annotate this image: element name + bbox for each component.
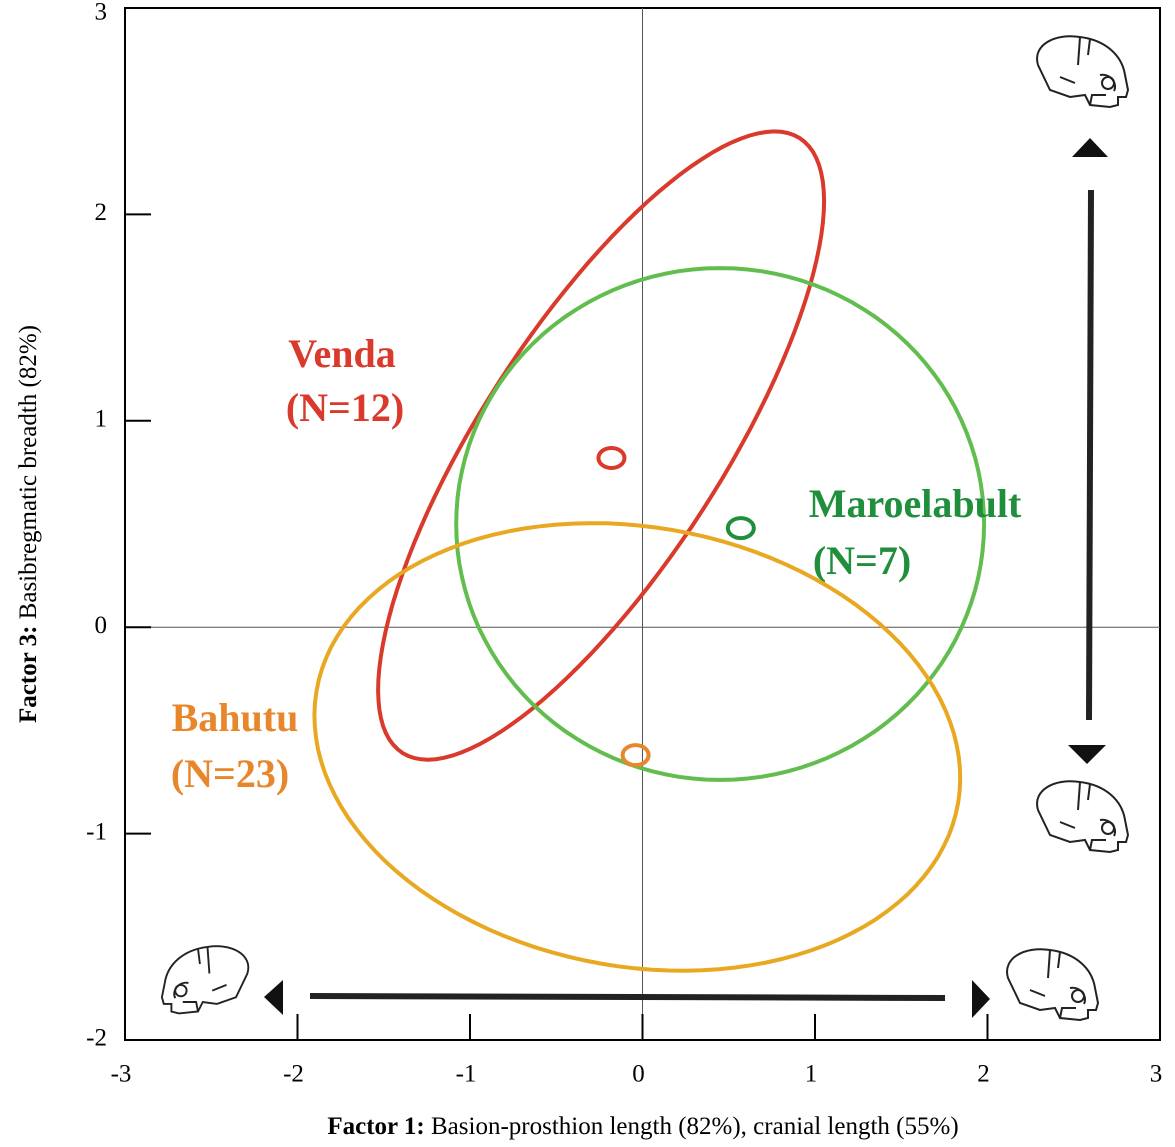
x-tick-label: -1 <box>456 1061 477 1088</box>
centroid <box>728 518 754 538</box>
y-tick-label: 0 <box>95 612 108 639</box>
x-tick-label: -2 <box>283 1061 304 1088</box>
x-axis-label-text: Basion-prosthion length (82%), cranial l… <box>425 1113 959 1140</box>
centroid <box>598 448 624 468</box>
x-axis-label: Factor 1: Basion-prosthion length (82%),… <box>327 1113 958 1140</box>
y-tick-label: 3 <box>95 0 108 26</box>
centroid <box>623 745 649 765</box>
chart: -3-2-10123-2-10123Venda(N=12)Maroelabult… <box>0 0 1175 1147</box>
x-axis-label-bold: Factor 1: <box>327 1113 424 1140</box>
y-tick-label: -1 <box>86 818 107 845</box>
group-n: (N=7) <box>813 538 911 583</box>
y-tick-label: -2 <box>86 1025 107 1052</box>
x-tick-label: 0 <box>632 1061 645 1088</box>
y-tick-label: 2 <box>95 199 108 226</box>
group-n: (N=23) <box>171 751 289 796</box>
group-n: (N=12) <box>286 385 404 430</box>
x-tick-label: 2 <box>977 1061 990 1088</box>
y-axis-label-text: Basibregmatic breadth (82%) <box>15 325 42 626</box>
group-name: Bahutu <box>172 695 299 740</box>
group-name: Venda <box>288 331 395 376</box>
x-tick-label: 1 <box>805 1061 818 1088</box>
confidence-ellipse <box>378 131 824 759</box>
x-tick-label: 3 <box>1150 1061 1163 1088</box>
y-tick-label: 1 <box>95 406 108 433</box>
y-axis-label: Factor 3: Basibregmatic breadth (82%) <box>15 325 42 723</box>
y-axis-label-bold: Factor 3: <box>15 626 42 723</box>
x-tick-label: -3 <box>111 1061 132 1088</box>
group-name: Maroelabult <box>809 481 1022 526</box>
